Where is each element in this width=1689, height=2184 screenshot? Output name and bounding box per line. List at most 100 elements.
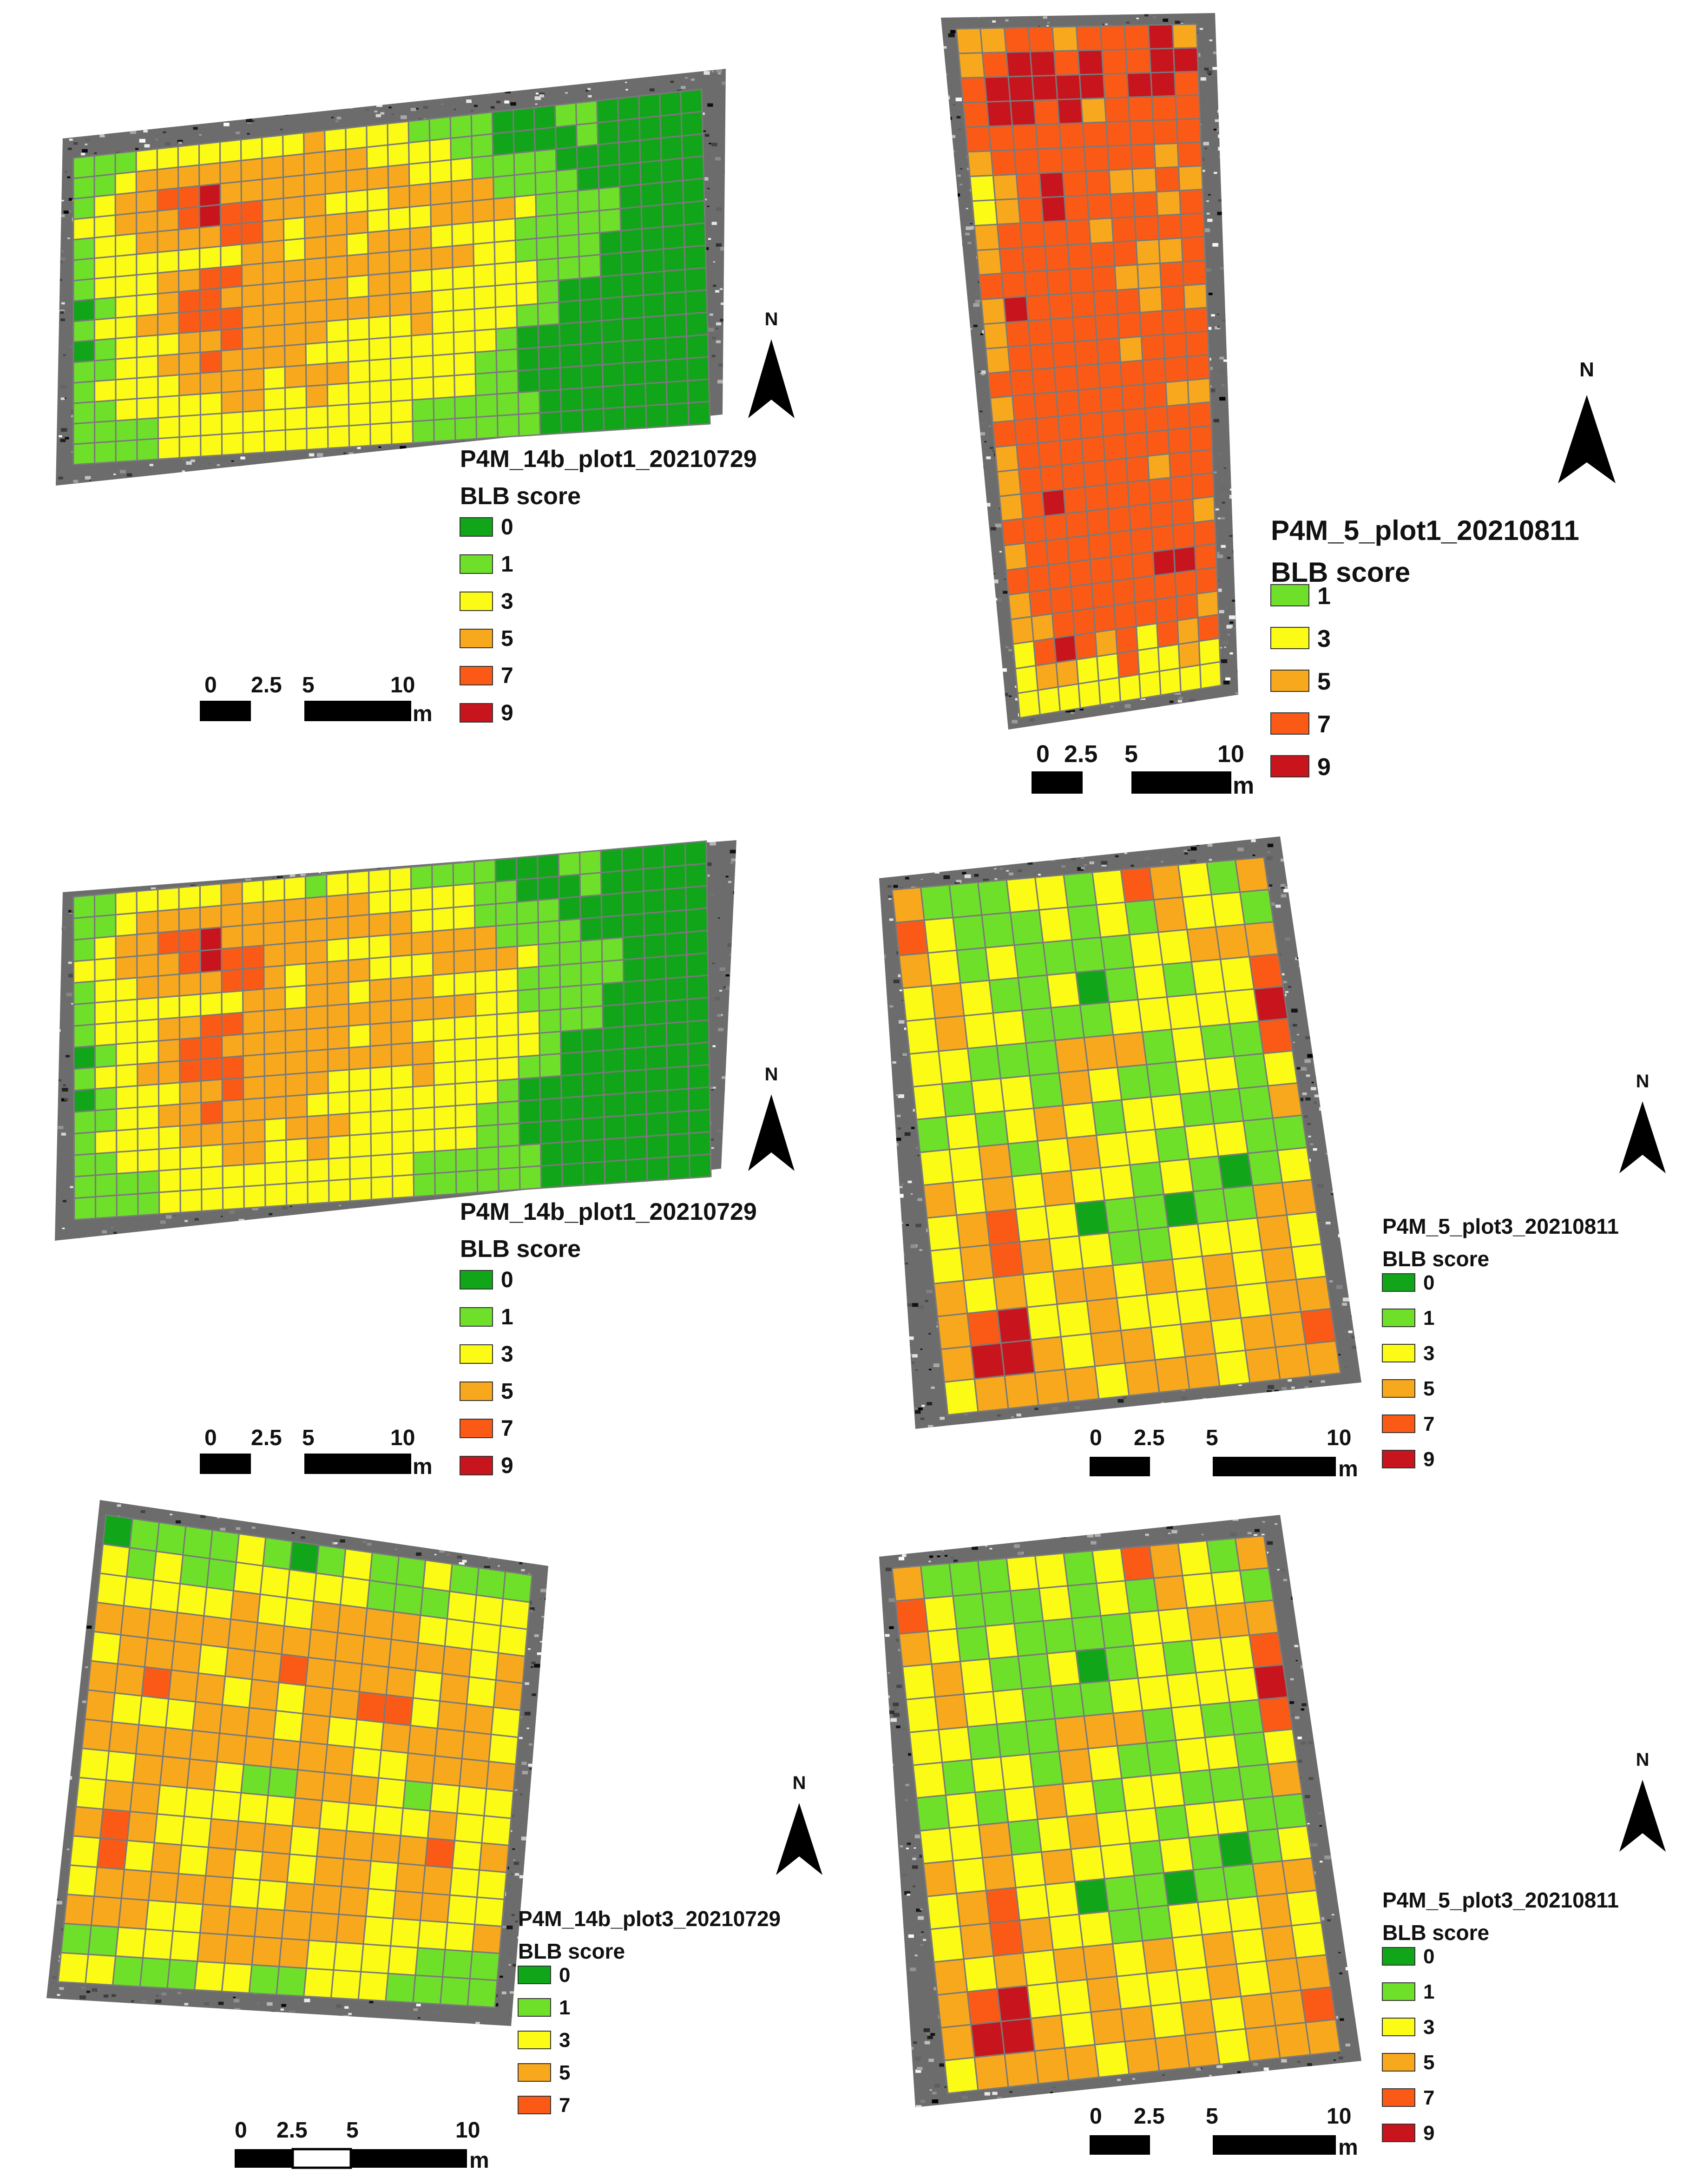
- grid-cell: [1146, 1969, 1182, 2007]
- grid-cell: [1240, 1993, 1276, 2030]
- legend-6: P4M_5_plot3_20210811 BLB score 0 1 3 5 7 9: [1382, 1888, 1619, 2145]
- grid-cell: [948, 1824, 984, 1862]
- legend-swatch-9: [1270, 755, 1309, 777]
- legend-label-3: 3: [501, 1342, 513, 1367]
- grid-cell: [1095, 1810, 1131, 1847]
- scale-tick-5: 5: [1124, 741, 1138, 768]
- grid-cell: [1009, 1587, 1044, 1625]
- grid-cell: [1060, 2011, 1096, 2049]
- grid-cell: [1149, 1542, 1183, 1579]
- legend-label-7: 7: [1423, 2086, 1434, 2109]
- grid-cell: [1083, 1712, 1118, 1750]
- grid-cell: [1176, 1966, 1212, 2004]
- grid-cell: [1017, 1652, 1052, 1690]
- grid-cell: [1000, 2017, 1036, 2055]
- grid-cell: [1209, 1766, 1244, 1803]
- scale-tick-2-5: 2.5: [1134, 2104, 1165, 2129]
- grid-cell: [1091, 1777, 1127, 1815]
- legend-label-9: 9: [1423, 2122, 1434, 2145]
- scale-unit: m: [413, 1454, 433, 1479]
- scale-tick-2-5: 2.5: [1064, 741, 1098, 768]
- scale-tick-10: 10: [1327, 1426, 1351, 1450]
- grid-cell: [1157, 1607, 1193, 1644]
- grid-cell: [1112, 1710, 1148, 1747]
- scale-unit: m: [1338, 2135, 1358, 2160]
- legend-label-7: 7: [501, 1416, 513, 1441]
- grid-cell: [1063, 1550, 1098, 1587]
- legend-subtitle: BLB score: [460, 1236, 581, 1263]
- grid-cell: [1272, 1793, 1308, 1830]
- grid-cell: [1233, 1731, 1269, 1768]
- legend-4: P4M_5_plot3_20210811 BLB score 0 1 3 5 7 9: [1382, 1214, 1619, 1471]
- grid-cell: [1042, 1618, 1077, 1655]
- grid-cell: [1050, 1683, 1085, 1720]
- scale-tick-0: 0: [1036, 741, 1050, 768]
- grid-cell: [1075, 1647, 1110, 1684]
- legend-swatch-5: [1270, 670, 1309, 692]
- grid-cell: [1158, 1836, 1194, 1874]
- legend-label-3: 3: [1317, 625, 1331, 652]
- grid-cell: [1177, 1540, 1212, 1577]
- legend-label-9: 9: [501, 1454, 513, 1478]
- legend-label-1: 1: [1423, 1307, 1434, 1329]
- grid-cell: [1166, 1672, 1202, 1709]
- legend-subtitle: BLB score: [1271, 557, 1410, 588]
- grid-cell: [1204, 1734, 1240, 1771]
- legend-swatch-3: [1382, 1344, 1415, 1362]
- legend-label-9: 9: [1317, 754, 1331, 781]
- legend-swatch-0: [460, 1270, 493, 1289]
- legend-label-3: 3: [1423, 2016, 1434, 2039]
- legend-label-0: 0: [501, 515, 513, 539]
- grid-cell: [941, 1759, 976, 1796]
- grid-cell: [1037, 1816, 1072, 1853]
- grid-cell: [1082, 1943, 1118, 1980]
- grid-cell: [1186, 1605, 1222, 1641]
- grid-cell: [1013, 1620, 1048, 1657]
- north-arrow-icon: [1619, 1780, 1666, 1852]
- grid-cell: [1175, 1737, 1210, 1774]
- grid-cell: [956, 1625, 990, 1663]
- grid-cell: [1048, 1914, 1084, 1951]
- grid-cell: [1219, 1634, 1255, 1671]
- grid-cell: [1137, 1904, 1173, 1942]
- legend-swatch-3: [1382, 2018, 1415, 2036]
- grid-cell: [1091, 1547, 1126, 1584]
- grid-cell: [1267, 1760, 1303, 1797]
- scale-bar-segment: [1032, 771, 1083, 794]
- grid-cell: [996, 1721, 1031, 1758]
- grid-cell: [952, 1592, 986, 1630]
- grid-cell: [967, 1723, 1002, 1761]
- legend-label-9: 9: [501, 701, 513, 725]
- grid-cell: [1249, 1631, 1284, 1668]
- grid-cell: [1025, 1718, 1060, 1755]
- grid-cell: [940, 2024, 975, 2062]
- north-label: N: [765, 309, 778, 329]
- grid-cell: [985, 1887, 1020, 1924]
- scale-bar-4: 0 2.5 5 10 m: [1090, 1426, 1358, 1481]
- grid-cell: [926, 1893, 961, 1930]
- grid-cell: [1199, 1701, 1235, 1738]
- grid-cell: [1066, 1813, 1102, 1850]
- legend-title: P4M_5_plot3_20210811: [1382, 1214, 1619, 1238]
- grid-cell: [1070, 1845, 1105, 1883]
- grid-cell: [1133, 1642, 1168, 1679]
- scale-bar-1: 0 2.5 5 10 m: [200, 673, 433, 726]
- grid-cell: [981, 1590, 1015, 1627]
- north-arrow-icon: [748, 339, 795, 418]
- grid-cell: [1129, 1610, 1163, 1647]
- grid-cell: [1116, 1973, 1152, 2010]
- grid-cell: [1162, 1639, 1197, 1677]
- grid-cell: [1004, 1786, 1038, 1823]
- grid-cell: [1019, 1916, 1054, 1954]
- grid-cell: [1179, 1769, 1215, 1806]
- grid-cell: [1167, 1901, 1203, 1939]
- grid-cell: [1026, 1981, 1062, 2020]
- grid-map-1: [56, 69, 726, 486]
- grid-map-3: [55, 840, 736, 1241]
- grid-cell: [1262, 1728, 1298, 1765]
- grid-cell: [898, 1631, 933, 1668]
- grid-cell: [1276, 1825, 1313, 1862]
- grid-map-5: [46, 1500, 548, 2026]
- grid-cell: [971, 1756, 1006, 1793]
